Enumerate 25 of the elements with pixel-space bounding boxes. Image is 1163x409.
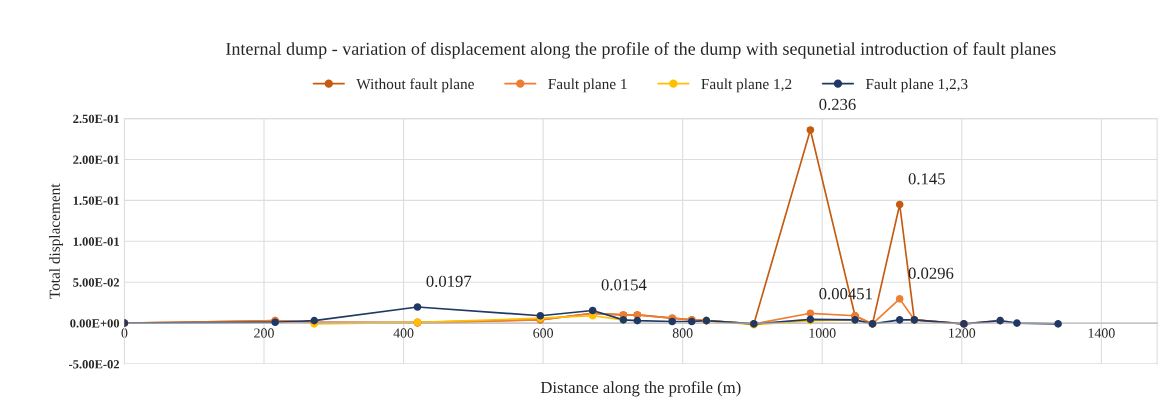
y-tick-label: 1.00E-01	[73, 237, 119, 246]
x-tick-label: 400	[393, 328, 414, 338]
data-label: 0.145	[908, 173, 945, 185]
legend-label: Fault plane 1	[548, 78, 627, 93]
x-tick-label: 600	[533, 328, 554, 338]
data-label: 0.0154	[601, 279, 647, 291]
data-label: 0.0197	[426, 275, 472, 288]
x-tick-label: 1400	[1088, 328, 1115, 338]
x-tick-label: 1000	[809, 328, 836, 338]
y-tick-label: -5.00E-02	[69, 360, 120, 369]
legend-label: Fault plane 1,2,3	[865, 78, 968, 93]
x-tick-label: 200	[254, 328, 274, 338]
y-tick-label: 2.50E-01	[73, 114, 119, 124]
y-tick-label: 1.50E-01	[73, 196, 119, 205]
y-tick-label: 2.00E-01	[73, 155, 119, 165]
y-axis-title: Total displacement	[49, 183, 63, 299]
data-label: 0.236	[819, 98, 856, 111]
legend-label: Without fault plane	[356, 78, 474, 93]
y-tick-label: 0.00E+00	[70, 319, 120, 328]
chart-title: Internal dump - variation of displacement along the profile of the dump with sequnetial introduction of fault planes	[226, 42, 1056, 59]
y-tick-label: 5.00E-02	[73, 278, 120, 287]
x-axis-title: Distance along the profile (m)	[540, 381, 741, 397]
x-tick-label: 1200	[949, 328, 976, 338]
x-tick-label: 800	[672, 328, 693, 338]
legend-label: Fault plane 1,2	[701, 78, 792, 93]
